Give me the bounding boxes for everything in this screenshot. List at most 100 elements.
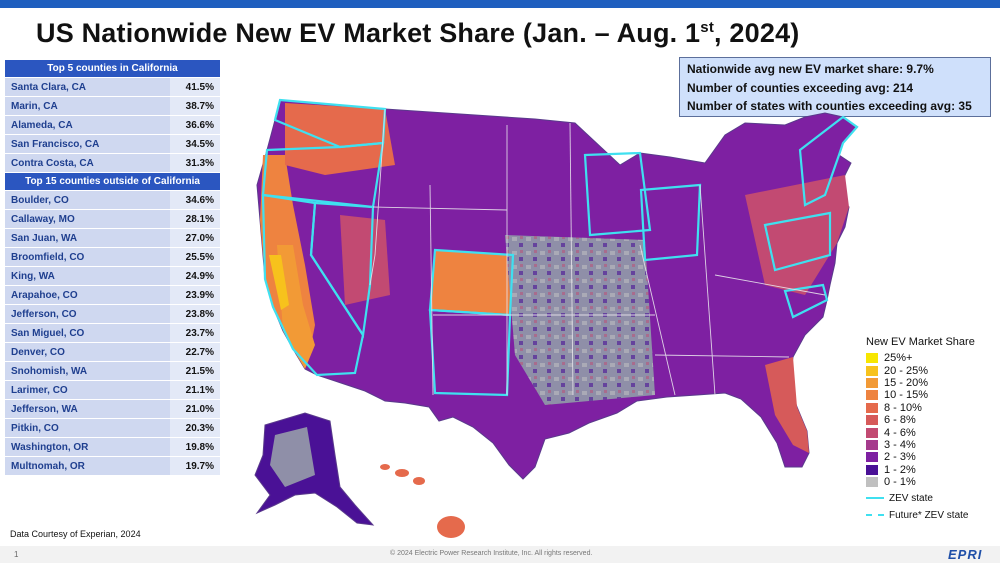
table-row: Santa Clara, CA 41.5%	[5, 77, 220, 97]
legend-item: 4 - 6%	[866, 426, 996, 439]
slide-title: US Nationwide New EV Market Share (Jan. …	[36, 18, 800, 48]
market-share-value: 34.5%	[170, 134, 220, 154]
county-name: Boulder, CO	[5, 190, 170, 210]
legend-swatch	[866, 439, 878, 450]
county-name: Arapahoe, CO	[5, 285, 170, 305]
county-name: Broomfield, CO	[5, 247, 170, 267]
legend-item: 10 - 15%	[866, 389, 996, 401]
county-name: Pitkin, CO	[5, 418, 170, 438]
zev-state-outlines	[261, 98, 859, 397]
table-header: Top 15 counties outside of California	[5, 173, 220, 191]
table-row: Denver, CO 22.7%	[5, 342, 220, 362]
table-row: San Juan, WA 27.0%	[5, 228, 220, 248]
market-share-value: 21.5%	[170, 361, 220, 381]
copyright-text: © 2024 Electric Power Research Institute…	[390, 550, 593, 557]
county-name: San Francisco, CA	[5, 134, 170, 154]
table-row: Jefferson, WA 21.0%	[5, 399, 220, 419]
bay-area-region	[269, 255, 289, 310]
top-accent-bar	[0, 0, 1000, 8]
legend-swatch	[866, 365, 878, 376]
county-name: San Miguel, CO	[5, 323, 170, 343]
legend-item: 25%+	[866, 352, 996, 364]
table-row: Callaway, MO 28.1%	[5, 209, 220, 229]
county-name: Denver, CO	[5, 342, 170, 362]
table-row: Contra Costa, CA 31.3%	[5, 153, 220, 173]
legend-label: 6 - 8%	[884, 414, 916, 427]
market-share-value: 25.5%	[170, 247, 220, 267]
county-name: Jefferson, WA	[5, 399, 170, 419]
table-row: San Miguel, CO 23.7%	[5, 323, 220, 343]
legend-item: 20 - 25%	[866, 364, 996, 377]
legend-label: 8 - 10%	[884, 401, 922, 414]
data-credit: Data Courtesy of Experian, 2024	[10, 529, 141, 539]
market-share-value: 23.9%	[170, 285, 220, 305]
county-name: Washington, OR	[5, 437, 170, 457]
county-name: Santa Clara, CA	[5, 77, 170, 97]
state-boundaries	[369, 108, 826, 396]
legend-item: 15 - 20%	[866, 377, 996, 389]
legend-swatch	[866, 427, 878, 438]
legend-label: 2 - 3%	[884, 451, 916, 464]
legend-label: 10 - 15%	[884, 389, 929, 402]
summary-stats-box: Nationwide avg new EV market share: 9.7%…	[679, 57, 991, 117]
florida-region	[765, 357, 809, 453]
pacific-northwest-region	[285, 103, 395, 175]
epri-logo: EPRI	[948, 547, 983, 562]
market-share-value: 21.0%	[170, 399, 220, 419]
market-share-value: 21.1%	[170, 380, 220, 400]
county-name: Snohomish, WA	[5, 361, 170, 381]
market-share-value: 20.3%	[170, 418, 220, 438]
legend-label: 4 - 6%	[884, 426, 916, 439]
legend-item: 3 - 4%	[866, 439, 996, 451]
market-share-value: 23.7%	[170, 323, 220, 343]
county-name: San Juan, WA	[5, 228, 170, 248]
table-row: San Francisco, CA 34.5%	[5, 134, 220, 154]
market-share-value: 38.7%	[170, 96, 220, 116]
legend-label: 15 - 20%	[884, 376, 929, 389]
legend-label: 0 - 1%	[884, 476, 916, 489]
table-row: Arapahoe, CO 23.9%	[5, 285, 220, 305]
legend-swatch	[866, 452, 878, 463]
market-share-value: 22.7%	[170, 342, 220, 362]
table-row: Washington, OR 19.8%	[5, 437, 220, 457]
table-row: Broomfield, CO 25.5%	[5, 247, 220, 267]
table-row: Marin, CA 38.7%	[5, 96, 220, 116]
page-number: 1	[14, 550, 19, 559]
county-name: Multnomah, OR	[5, 456, 170, 476]
market-share-value: 41.5%	[170, 77, 220, 97]
legend-item: 6 - 8%	[866, 414, 996, 426]
footer-bar	[0, 546, 1000, 563]
legend-label: 25%+	[884, 352, 913, 365]
market-share-value: 36.6%	[170, 115, 220, 135]
legend-label: 1 - 2%	[884, 463, 916, 476]
california-coast-region	[277, 245, 315, 369]
legend-swatch	[866, 377, 878, 388]
legend-swatch	[866, 464, 878, 475]
market-share-value: 27.0%	[170, 228, 220, 248]
table-row: Larimer, CO 21.1%	[5, 380, 220, 400]
market-share-value: 31.3%	[170, 153, 220, 173]
market-share-value: 24.9%	[170, 266, 220, 286]
legend-item: 2 - 3%	[866, 451, 996, 463]
county-name: Marin, CA	[5, 96, 170, 116]
legend-swatch	[866, 353, 878, 364]
stat-line: Nationwide avg new EV market share: 9.7%	[687, 62, 934, 76]
legend-swatch	[866, 415, 878, 426]
county-name: Callaway, MO	[5, 209, 170, 229]
table-row: Pitkin, CO 20.3%	[5, 418, 220, 438]
market-share-value: 28.1%	[170, 209, 220, 229]
legend-future-zev-state: Future* ZEV state	[866, 508, 996, 522]
future-zev-line-swatch	[866, 514, 884, 517]
legend-label: 3 - 4%	[884, 438, 916, 451]
county-name: Larimer, CO	[5, 380, 170, 400]
county-name: King, WA	[5, 266, 170, 286]
map-legend: New EV Market Share 25%+ 20 - 25% 15 - 20%…	[866, 336, 996, 522]
table-header: Top 5 counties in California	[5, 60, 220, 78]
market-share-value: 19.7%	[170, 456, 220, 476]
stat-line: Number of states with counties exceeding…	[687, 99, 972, 113]
top-other-counties-table: Top 15 counties outside of California Bo…	[5, 173, 220, 476]
colorado-region	[430, 250, 513, 315]
northeast-region	[745, 175, 849, 295]
table-row: Alameda, CA 36.6%	[5, 115, 220, 135]
legend-label: 20 - 25%	[884, 364, 929, 377]
